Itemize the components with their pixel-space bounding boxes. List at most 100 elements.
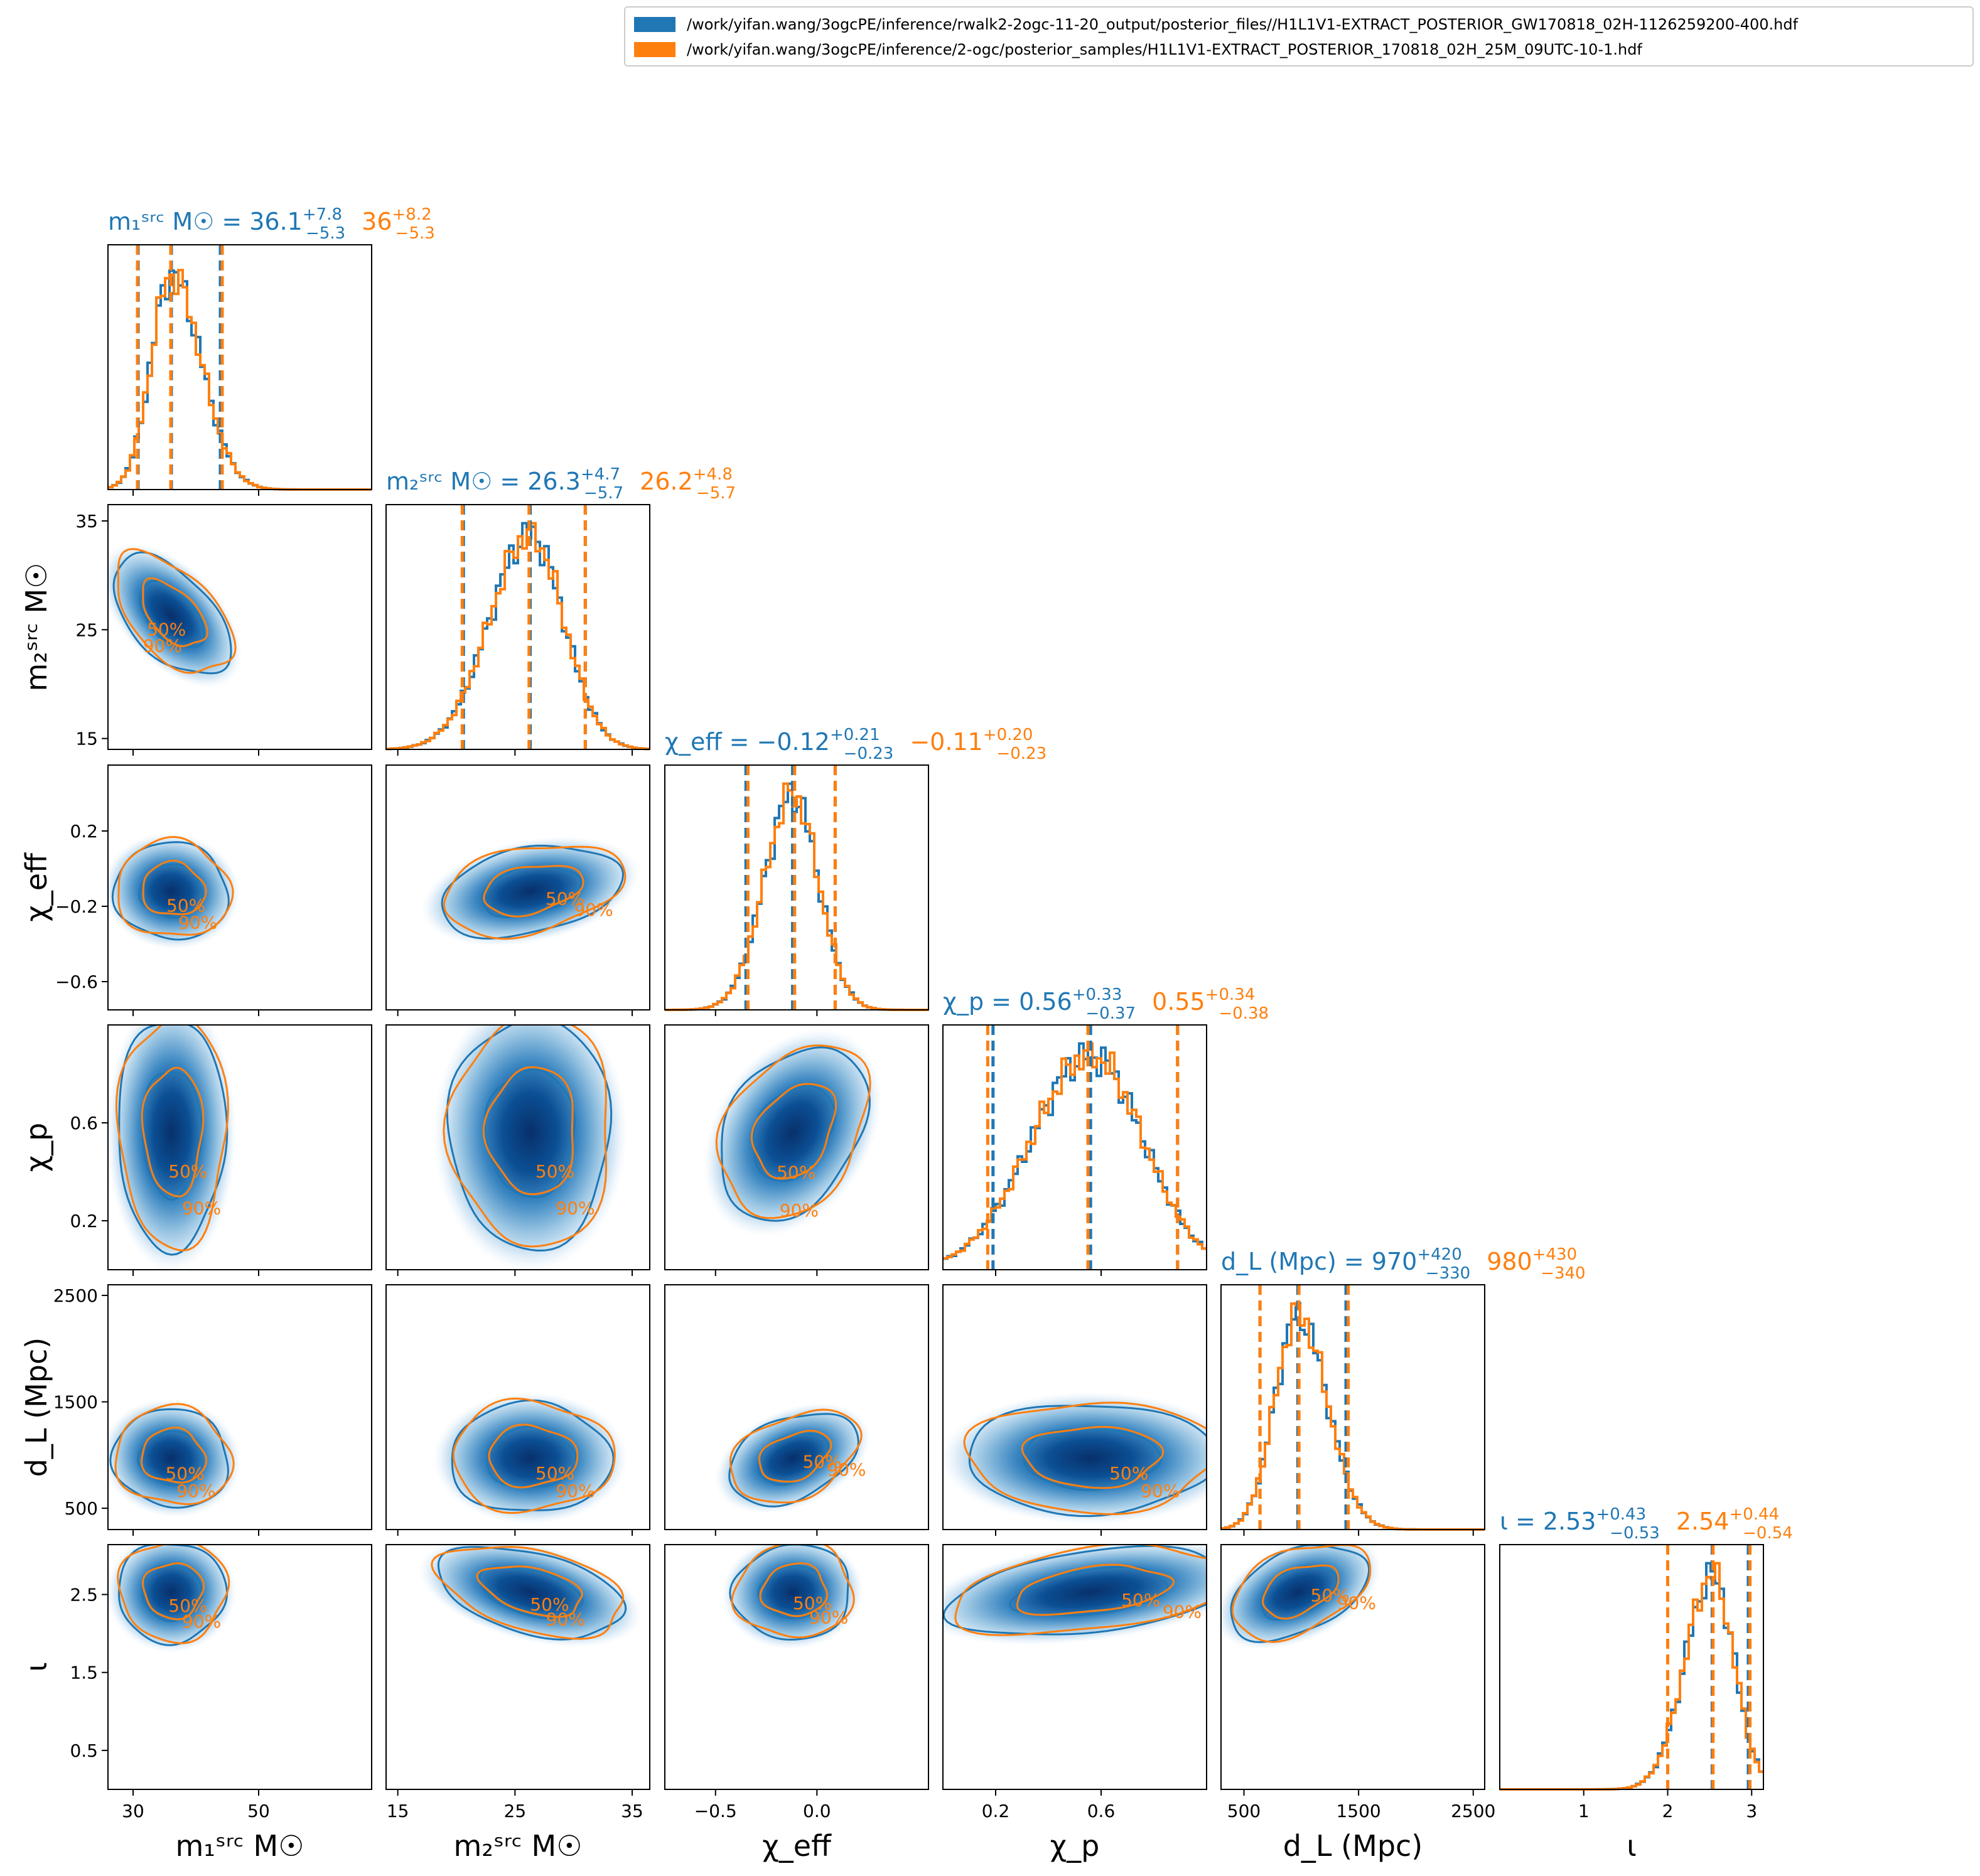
title-main-run1: χ_eff = −0.12 [665,728,830,756]
contour-90-run1 [721,1046,871,1222]
legend: /work/yifan.wang/3ogcPE/inference/rwalk2… [624,6,1974,67]
panel-frame [385,1024,650,1270]
contour-label-50: 50% [1311,1585,1350,1605]
density-panel-m2-vs-m1: 50%90% 35 25 15 m₂ˢʳᶜ M☉ [19,504,372,756]
title-lower-run1: −5.7 [584,484,623,503]
contour-label-90: 90% [182,1611,221,1632]
panel-frame [664,1544,929,1790]
y-axis-label-chi_p: χ_p [19,1123,53,1172]
y-axis-label-chi_eff: χ_eff [19,852,53,922]
contour-50-run2 [1262,1564,1340,1620]
title-lower-run2: −0.54 [1743,1524,1793,1543]
density-heatmap [108,832,240,950]
y-tick-label: 2.5 [70,1584,98,1605]
contour-90-run2 [443,1025,608,1248]
density-panel-chi_p-vs-m2: 50% 90% [385,1024,650,1276]
y-tick-label: 0.5 [70,1740,98,1761]
panel-frame [664,764,929,1010]
density-panel-iota-vs-m1: 50%90% 30 50 2.5 1.5 0.5 ι [19,1544,372,1821]
legend-swatch-run1 [634,17,675,32]
contour-90-run1 [109,1408,229,1509]
panel-frame [1220,1284,1485,1530]
title-main-run2: −0.11 [910,728,982,756]
x-axis-label-chi_p: χ_p [1050,1829,1100,1863]
panel-frame [107,1544,372,1790]
contour-50-run2 [1016,1563,1175,1616]
hist-panel-m1: m₁ˢʳᶜ M☉ = 36.1+7.8 −5.3 36+8.2 −5.3 [107,205,435,496]
x-tick-label: 1500 [1336,1801,1380,1821]
title-main-run2: 26.2 [640,468,693,495]
panel-frame [942,1284,1207,1530]
contour-90-run1 [729,1545,849,1641]
contour-90-run2 [115,1025,229,1252]
contour-label-50: 50% [1121,1590,1160,1611]
density-heatmap [721,1545,864,1650]
x-axis-label-d_L: d_L (Mpc) [1283,1829,1423,1863]
panel-frame [1220,1544,1485,1790]
title-main-run1: m₂ˢʳᶜ M☉ = 26.3 [386,468,581,495]
panel-frame [385,764,650,1010]
contour-50-run2 [758,1430,832,1483]
contour-50-run2 [141,1562,205,1621]
contour-50-run2 [1021,1425,1165,1489]
legend-label-run1: /work/yifan.wang/3ogcPE/inference/rwalk2… [687,16,1799,33]
x-tick-label: 25 [504,1801,527,1821]
x-tick-label: 2 [1662,1801,1674,1821]
panel-title-chi_p: χ_p = 0.56+0.33 −0.37 0.55+0.34 −0.38 [943,985,1269,1023]
density-panel-iota-vs-m2: 50%90% 15 25 35 [385,1544,650,1821]
hist-panel-d_L: d_L (Mpc) = 970+420 −330 980+430 −340 [1220,1245,1586,1536]
y-axis-label-d_L: d_L (Mpc) [19,1337,53,1477]
contour-90-run2 [715,1044,871,1219]
contour-50-run1 [483,1068,576,1199]
contour-label-50: 50% [530,1594,569,1615]
contour-label-90: 90% [176,1481,215,1501]
contour-label-90: 90% [178,912,217,933]
title-lower-run1: −0.23 [844,744,894,763]
y-tick-label: 15 [75,729,98,749]
density-heatmap [108,1545,237,1653]
contour-label-90: 90% [1141,1481,1180,1501]
histogram-run2 [386,522,650,751]
title-lower-run2: −0.23 [996,744,1046,763]
density-heatmap [433,1025,628,1270]
x-tick-label: 1 [1578,1801,1590,1821]
title-lower-run2: −340 [1541,1264,1585,1283]
contour-90-run2 [1231,1545,1372,1643]
density-panel-iota-vs-chi_eff: 50%90% −0.5 0.0 [664,1544,929,1821]
panel-frame [107,1024,372,1270]
y-tick-label: 0.2 [70,821,98,842]
y-tick-label: 35 [75,511,98,532]
title-upper-run2: +8.2 [392,205,432,224]
title-upper-run1: +0.33 [1072,985,1122,1004]
contour-50-run2 [140,1426,208,1484]
density-heatmap [943,1545,1207,1646]
panel-frame [107,764,372,1010]
contour-90-run2 [431,1546,625,1640]
density-panel-chi_p-vs-chi_eff: 50% 90% [664,1024,929,1276]
x-tick-label: 500 [1227,1801,1261,1821]
x-tick-label: 50 [247,1801,270,1821]
title-lower-run1: −0.53 [1610,1524,1660,1543]
title-upper-run1: +7.8 [303,205,342,224]
title-lower-run2: −5.3 [395,224,435,243]
contour-90-run1 [451,1399,615,1511]
x-tick-label: 0.0 [803,1801,831,1821]
x-axis-label-m2: m₂ˢʳᶜ M☉ [454,1829,583,1863]
x-tick-label: 2500 [1451,1801,1495,1821]
panel-frame [107,244,372,490]
y-tick-label: 1.5 [70,1663,98,1683]
contour-50-run1 [480,865,583,918]
density-heatmap [417,1545,643,1648]
y-axis-label-iota: ι [19,1662,53,1672]
title-main-run1: d_L (Mpc) = 970 [1221,1248,1417,1275]
density-heatmap [108,1398,242,1518]
density-panel-chi_p-vs-m1: 50% 90% 0.6 0.2 χ_p [19,1024,372,1276]
contour-90-run2 [117,548,237,674]
contour-90-run2 [729,1408,863,1504]
panel-title-chi_eff: χ_eff = −0.12+0.21 −0.23 −0.11+0.20 −0.23 [665,726,1046,763]
x-tick-label: 0.2 [982,1801,1010,1821]
y-tick-label: −0.2 [55,896,98,917]
contour-90-run1 [437,1546,627,1641]
title-upper-run1: +0.21 [830,726,880,744]
contour-50-run1 [753,1085,836,1182]
